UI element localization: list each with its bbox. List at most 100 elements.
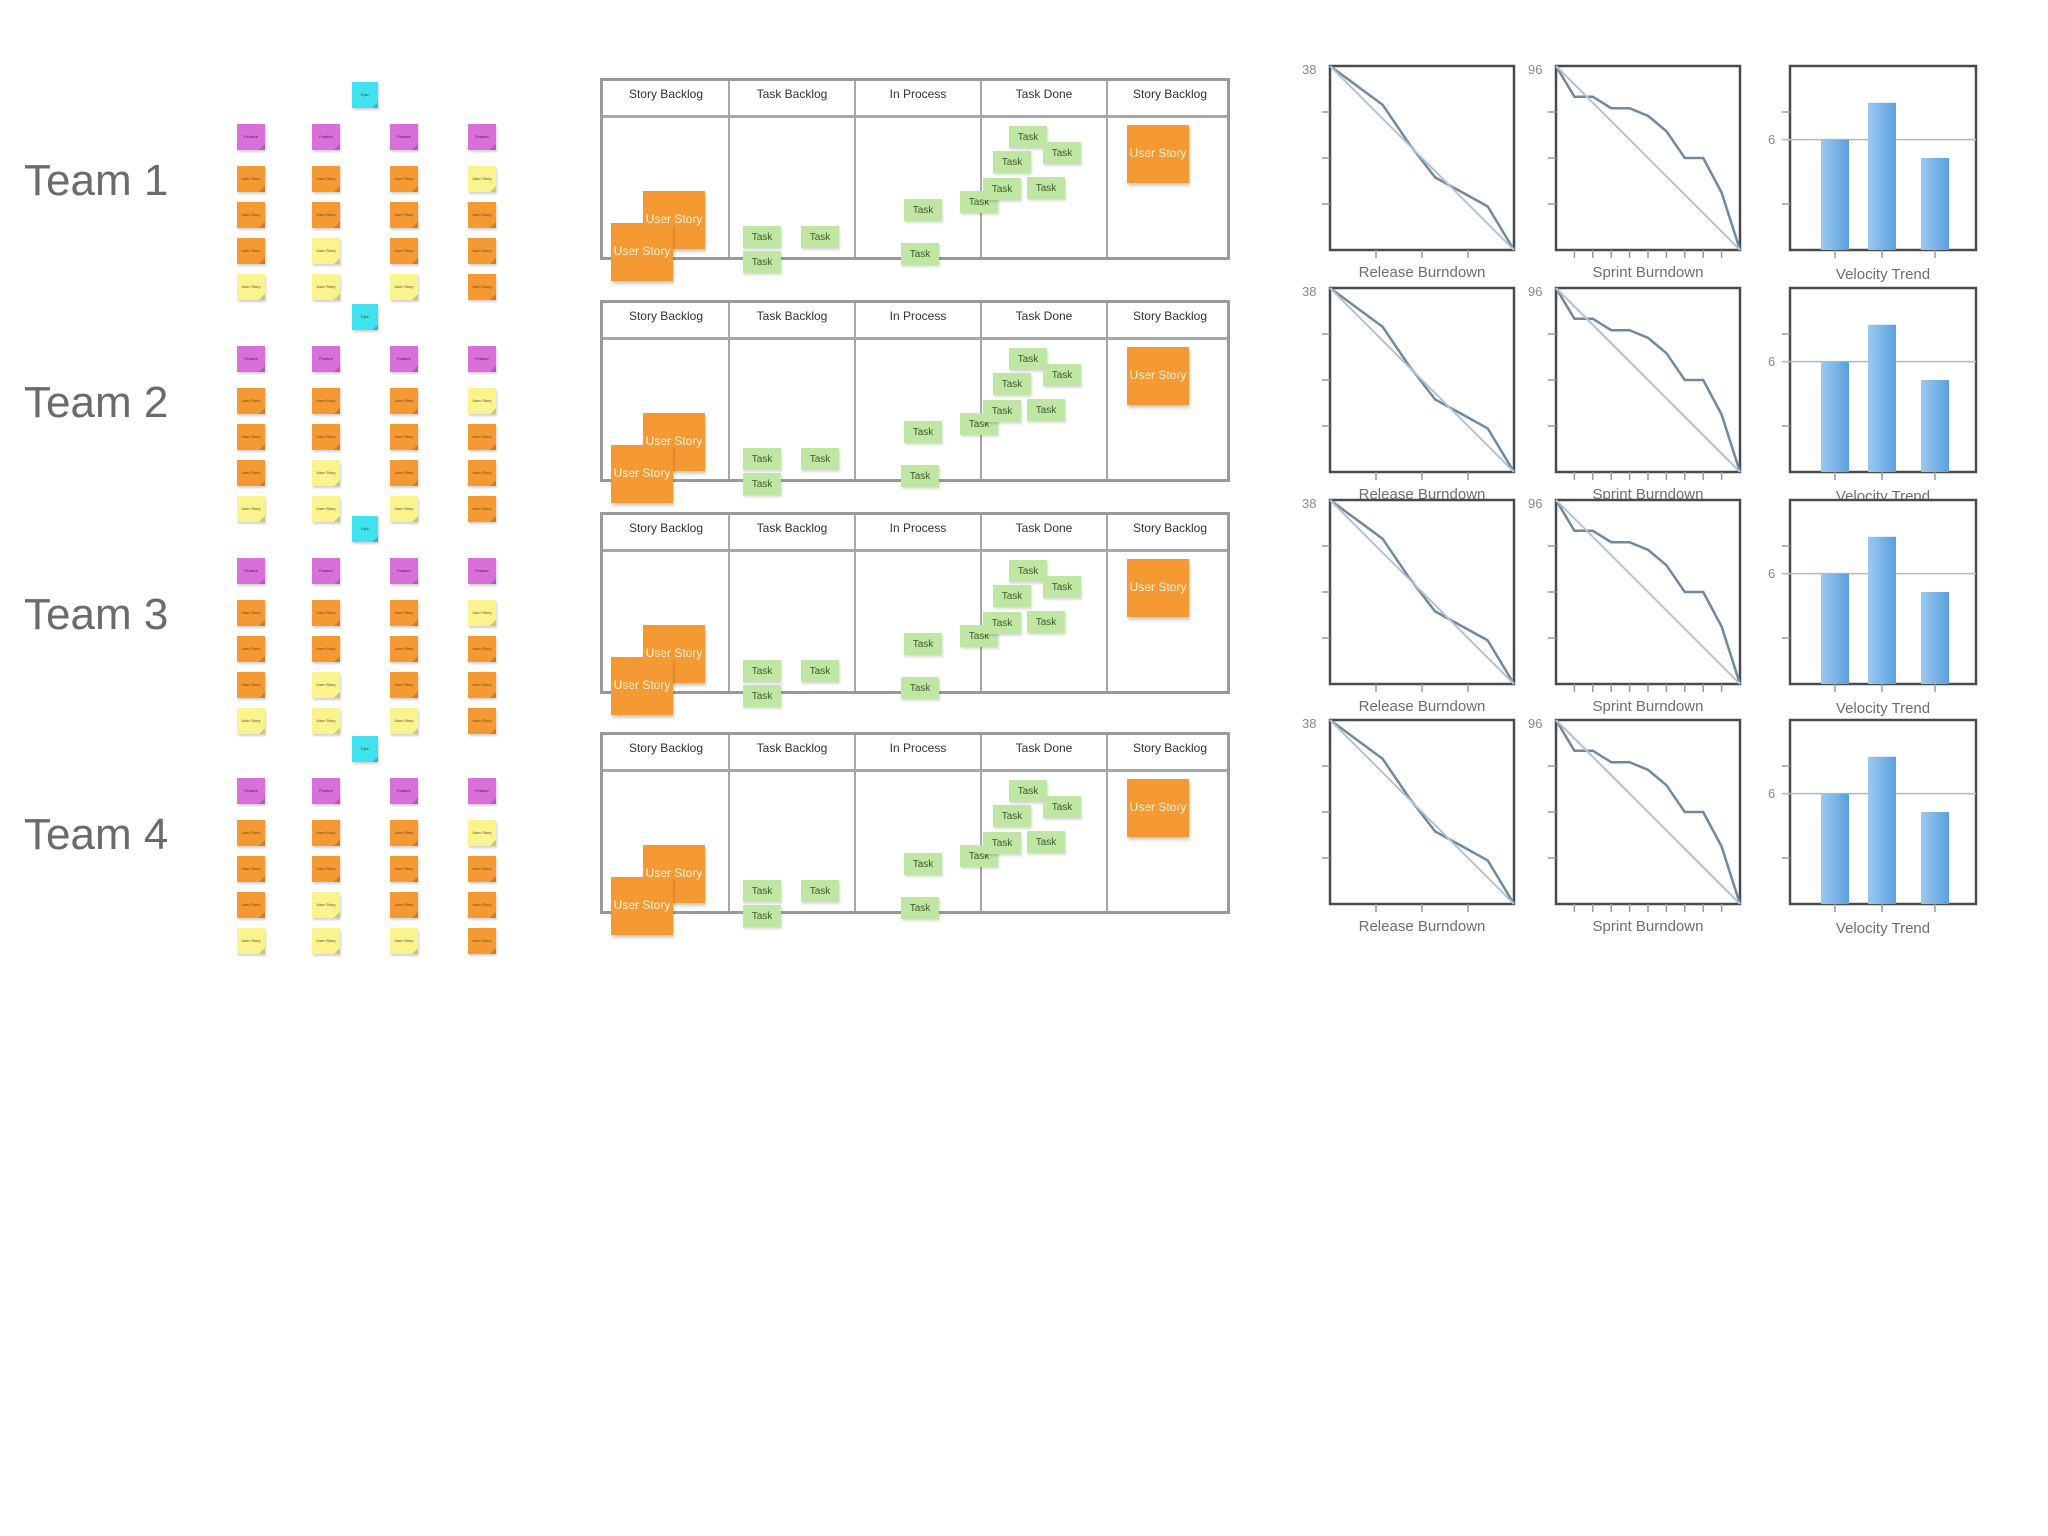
feature-note[interactable]: Feature	[390, 124, 418, 150]
task-card[interactable]: Task	[983, 612, 1021, 634]
user-story-note[interactable]: User Story	[468, 820, 496, 846]
user-story-note[interactable]: User Story	[237, 928, 265, 954]
user-story-note[interactable]: User Story	[390, 672, 418, 698]
task-card[interactable]: Task	[1027, 831, 1065, 853]
user-story-note[interactable]: User Story	[312, 672, 340, 698]
task-card[interactable]: Task	[801, 448, 839, 470]
user-story-note[interactable]: User Story	[468, 672, 496, 698]
user-story-note[interactable]: User Story	[237, 238, 265, 264]
task-card[interactable]: Task	[1043, 576, 1081, 598]
task-card[interactable]: Task	[993, 585, 1031, 607]
feature-note[interactable]: Feature	[468, 124, 496, 150]
feature-note[interactable]: Feature	[390, 558, 418, 584]
user-story-note[interactable]: User Story	[312, 460, 340, 486]
user-story-note[interactable]: User Story	[312, 928, 340, 954]
user-story-note[interactable]: User Story	[390, 820, 418, 846]
user-story-note[interactable]: User Story	[468, 600, 496, 626]
user-story-card[interactable]: User Story	[611, 445, 673, 503]
user-story-note[interactable]: User Story	[390, 600, 418, 626]
task-card[interactable]: Task	[743, 905, 781, 927]
user-story-note[interactable]: User Story	[312, 388, 340, 414]
feature-note[interactable]: Feature	[468, 778, 496, 804]
task-card[interactable]: Task	[801, 226, 839, 248]
user-story-note[interactable]: User Story	[237, 166, 265, 192]
user-story-note[interactable]: User Story	[390, 460, 418, 486]
user-story-card[interactable]: User Story	[1127, 125, 1189, 183]
user-story-note[interactable]: User Story	[468, 708, 496, 734]
task-card[interactable]: Task	[993, 805, 1031, 827]
task-card[interactable]: Task	[743, 473, 781, 495]
feature-note[interactable]: Feature	[237, 346, 265, 372]
feature-note[interactable]: Feature	[312, 778, 340, 804]
task-card[interactable]: Task	[743, 251, 781, 273]
user-story-note[interactable]: User Story	[312, 636, 340, 662]
task-card[interactable]: Task	[904, 853, 942, 875]
user-story-note[interactable]: User Story	[237, 600, 265, 626]
task-card[interactable]: Task	[743, 660, 781, 682]
task-card[interactable]: Task	[1009, 780, 1047, 802]
feature-note[interactable]: Feature	[390, 346, 418, 372]
task-card[interactable]: Task	[1027, 399, 1065, 421]
user-story-note[interactable]: User Story	[468, 166, 496, 192]
task-card[interactable]: Task	[801, 660, 839, 682]
user-story-card[interactable]: User Story	[611, 877, 673, 935]
user-story-note[interactable]: User Story	[390, 496, 418, 522]
epic-note[interactable]: Epic	[352, 82, 378, 108]
feature-note[interactable]: Feature	[237, 124, 265, 150]
user-story-note[interactable]: User Story	[237, 496, 265, 522]
user-story-note[interactable]: User Story	[237, 672, 265, 698]
user-story-note[interactable]: User Story	[468, 928, 496, 954]
user-story-note[interactable]: User Story	[312, 202, 340, 228]
task-card[interactable]: Task	[901, 465, 939, 487]
epic-note[interactable]: Epic	[352, 516, 378, 542]
user-story-note[interactable]: User Story	[468, 274, 496, 300]
task-card[interactable]: Task	[743, 226, 781, 248]
task-card[interactable]: Task	[1009, 560, 1047, 582]
user-story-note[interactable]: User Story	[390, 166, 418, 192]
epic-note[interactable]: Epic	[352, 736, 378, 762]
user-story-note[interactable]: User Story	[468, 892, 496, 918]
task-card[interactable]: Task	[1027, 177, 1065, 199]
user-story-card[interactable]: User Story	[643, 625, 705, 683]
task-card[interactable]: Task	[983, 178, 1021, 200]
user-story-card[interactable]: User Story	[1127, 779, 1189, 837]
user-story-note[interactable]: User Story	[237, 636, 265, 662]
feature-note[interactable]: Feature	[390, 778, 418, 804]
task-card[interactable]: Task	[743, 448, 781, 470]
user-story-note[interactable]: User Story	[468, 856, 496, 882]
user-story-card[interactable]: User Story	[1127, 559, 1189, 617]
user-story-note[interactable]: User Story	[390, 636, 418, 662]
task-card[interactable]: Task	[904, 633, 942, 655]
task-card[interactable]: Task	[904, 421, 942, 443]
user-story-note[interactable]: User Story	[237, 388, 265, 414]
user-story-note[interactable]: User Story	[312, 238, 340, 264]
user-story-note[interactable]: User Story	[312, 856, 340, 882]
user-story-card[interactable]: User Story	[1127, 347, 1189, 405]
user-story-note[interactable]: User Story	[312, 892, 340, 918]
user-story-note[interactable]: User Story	[312, 274, 340, 300]
user-story-note[interactable]: User Story	[237, 460, 265, 486]
user-story-note[interactable]: User Story	[468, 424, 496, 450]
feature-note[interactable]: Feature	[237, 558, 265, 584]
user-story-note[interactable]: User Story	[237, 708, 265, 734]
user-story-note[interactable]: User Story	[468, 238, 496, 264]
task-card[interactable]: Task	[993, 373, 1031, 395]
user-story-note[interactable]: User Story	[312, 820, 340, 846]
feature-note[interactable]: Feature	[468, 346, 496, 372]
user-story-note[interactable]: User Story	[468, 202, 496, 228]
user-story-card[interactable]: User Story	[611, 657, 673, 715]
task-card[interactable]: Task	[801, 880, 839, 902]
user-story-card[interactable]: User Story	[611, 223, 673, 281]
user-story-note[interactable]: User Story	[237, 856, 265, 882]
task-card[interactable]: Task	[743, 685, 781, 707]
task-card[interactable]: Task	[1009, 126, 1047, 148]
task-card[interactable]: Task	[1043, 364, 1081, 386]
task-card[interactable]: Task	[904, 199, 942, 221]
task-card[interactable]: Task	[743, 880, 781, 902]
task-card[interactable]: Task	[1009, 348, 1047, 370]
user-story-note[interactable]: User Story	[312, 600, 340, 626]
user-story-note[interactable]: User Story	[312, 496, 340, 522]
user-story-note[interactable]: User Story	[312, 166, 340, 192]
user-story-note[interactable]: User Story	[468, 496, 496, 522]
task-card[interactable]: Task	[901, 897, 939, 919]
